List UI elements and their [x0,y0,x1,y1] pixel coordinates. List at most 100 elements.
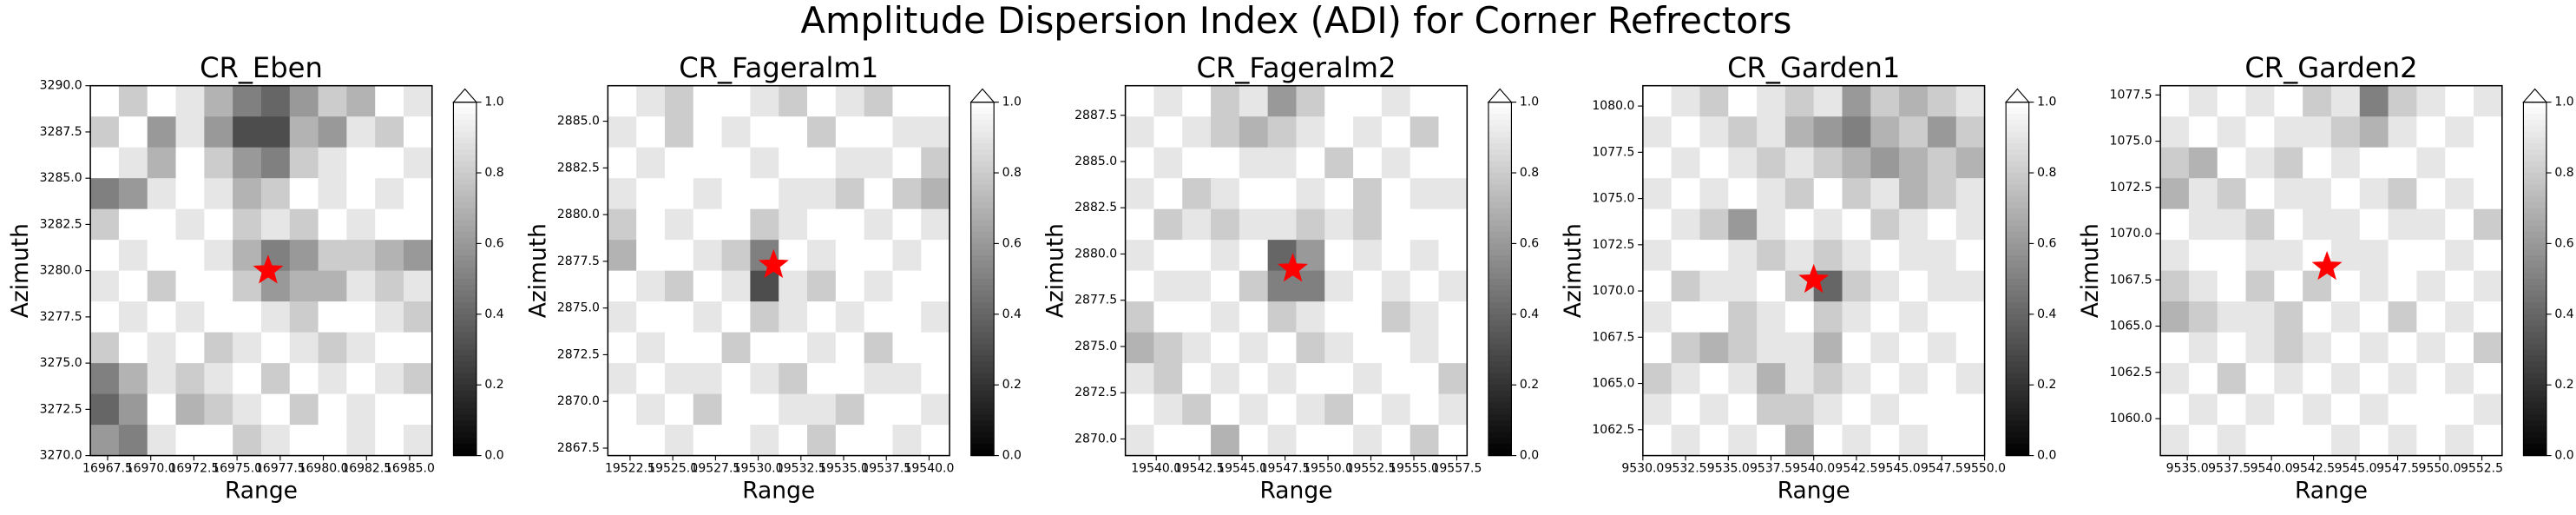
heatmap-cell [375,301,404,333]
heatmap-cell [175,301,205,333]
colorbar-band [2006,402,2029,409]
colorbar-band [970,125,995,133]
heatmap-cell [90,363,120,395]
heatmap-cell [233,363,262,395]
colorbar-tick-label: 0.2 [484,378,503,392]
colorbar-band [970,385,995,392]
colorbar-band [453,414,476,421]
heatmap-cell [664,178,694,210]
heatmap-cell [2160,393,2190,426]
heatmap-cell [1927,393,1957,426]
heatmap-cell [1870,240,1900,272]
heatmap-cell [1642,116,1672,149]
heatmap-cell [1784,147,1815,179]
heatmap-cell [1381,270,1411,302]
heatmap-cell [1211,116,1240,149]
colorbar-band [2523,290,2546,298]
heatmap-cell [636,116,666,149]
heatmap-cell [147,240,177,272]
heatmap-cell [1927,332,1957,364]
x-tick-label: 9535.0 [1707,462,1750,476]
heatmap-cell [1267,301,1298,333]
y-tick-label: 2882.5 [557,161,600,175]
heatmap-cell [175,425,205,457]
heatmap-cell [260,393,291,426]
x-tick-label: 16970.0 [126,462,176,476]
colorbar-band [1488,184,1512,191]
colorbar-band [2523,296,2546,303]
panel: 9530.0 9532.5 9535.0 9537.5 9540.0 9542.5 9545… [1560,51,2057,505]
heatmap-cell [636,270,666,302]
colorbar-band [453,432,476,439]
colorbar-band [453,161,476,168]
colorbar-tick-label: 0.8 [2554,166,2573,180]
colorbar-tick-label: 0.8 [484,166,503,180]
heatmap-cell [1699,301,1729,333]
heatmap-cell [892,116,922,149]
heatmap-cell [1813,85,1843,117]
heatmap-cell [636,301,666,333]
heatmap-cell [346,240,376,272]
heatmap-cell [1438,178,1468,210]
heatmap-cell [1324,178,1354,210]
colorbar-band [2523,125,2546,133]
heatmap-cell [2416,301,2446,333]
heatmap-cell [807,178,837,210]
x-tick-label: 19557.5 [1431,462,1482,476]
heatmap-cell [2388,363,2417,395]
colorbar-band [2523,208,2546,215]
heatmap-cell [1353,240,1383,272]
colorbar-band [2006,137,2029,144]
heatmap-cell [1927,270,1957,302]
heatmap-cell [1784,393,1815,426]
panel-title: CR_Garden2 [2244,51,2417,84]
heatmap-cell [375,332,404,364]
colorbar-band [1488,173,1512,180]
x-tick-label: 19552.5 [1346,462,1396,476]
heatmap-cell [1153,240,1183,272]
heatmap-cell [835,270,865,302]
heatmap-cell [2303,178,2332,210]
heatmap-cell [750,178,779,210]
heatmap-cell [1438,116,1468,149]
heatmap-cell [2217,393,2247,426]
colorbar-band [2523,201,2546,209]
heatmap-cell [1870,116,1900,149]
heatmap-cell [2274,393,2303,426]
colorbar-band [1488,379,1512,386]
heatmap-cell [375,116,404,149]
heatmap-cell [204,270,233,302]
heatmap-cell [1410,270,1440,302]
heatmap-cell [375,240,404,272]
heatmap-cell [1438,208,1468,241]
heatmap-cell [2303,363,2332,395]
heatmap-cell [1671,393,1701,426]
heatmap-cell [404,425,433,457]
colorbar-band [2523,320,2546,327]
heatmap-cell [375,208,404,241]
colorbar-band [2006,308,2029,315]
colorbar-band [453,366,476,374]
colorbar-band [453,279,476,286]
heatmap-cell [1353,147,1383,179]
colorbar-band [2523,184,2546,191]
colorbar-band [453,308,476,315]
heatmap-cell [807,85,837,117]
heatmap-cell [2359,240,2389,272]
heatmap-cell [233,332,262,364]
colorbar-band [453,114,476,121]
heatmap-cell [1927,147,1957,179]
heatmap-cell [2474,85,2503,117]
heatmap-cell [1182,270,1212,302]
heatmap-cell [118,363,148,395]
heatmap-cell [318,240,347,272]
colorbar-band [970,226,995,233]
heatmap-cell [2416,393,2446,426]
heatmap-cell [1182,147,1212,179]
colorbar-band [2523,444,2546,451]
x-tick-label: 19525.0 [647,462,698,476]
heatmap-cell [346,85,376,117]
colorbar-band [1488,119,1512,127]
x-axis-label: Range [1778,478,1850,505]
